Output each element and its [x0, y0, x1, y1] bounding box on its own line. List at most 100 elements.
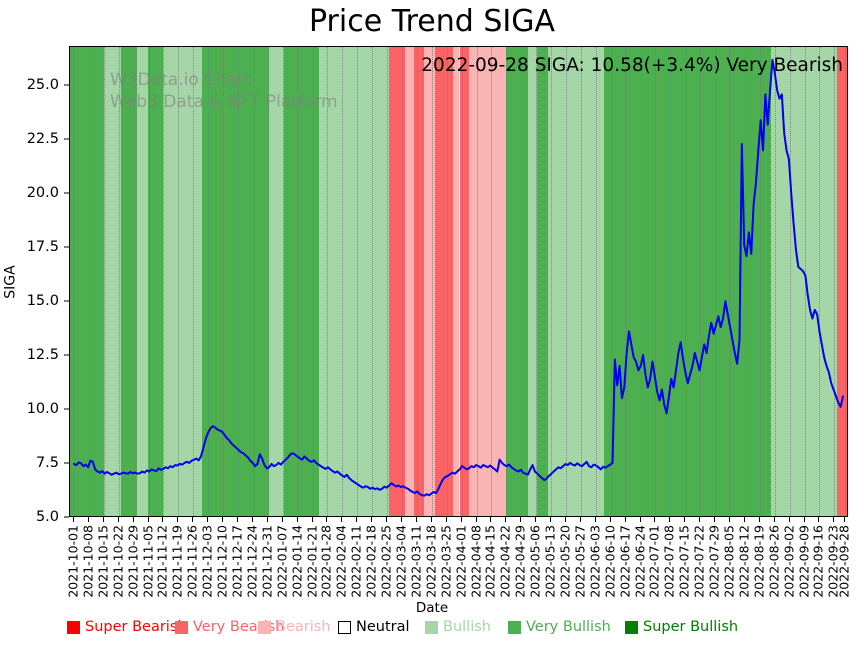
x-tick-mark: [758, 517, 760, 522]
x-tick-label: 2022-03-11: [408, 525, 424, 598]
grid-line: [74, 47, 75, 516]
legend-swatch-icon: [508, 620, 521, 634]
sentiment-band: [136, 47, 148, 516]
grid-line: [640, 47, 642, 516]
x-tick-label: 2021-11-05: [140, 525, 156, 598]
x-tick-label: 2022-08-05: [721, 525, 737, 598]
legend-item[interactable]: Bearish: [258, 619, 331, 635]
sentiment-band: [268, 47, 285, 516]
x-tick-label: 2022-04-01: [453, 525, 469, 598]
x-tick-label: 2022-06-24: [632, 525, 648, 598]
x-tick-mark: [251, 517, 253, 522]
x-tick-label: 2022-09-02: [781, 525, 797, 598]
legend-label: Super Bullish: [643, 619, 739, 635]
legend-label: Neutral: [356, 619, 410, 635]
x-tick-label: 2022-08-26: [766, 525, 782, 598]
grid-line: [506, 47, 508, 516]
x-tick-mark: [386, 517, 388, 522]
legend-swatch-icon: [175, 620, 188, 634]
grid-line: [88, 47, 90, 516]
sentiment-band: [284, 47, 304, 516]
y-tick-mark: [64, 192, 69, 194]
price-polyline: [72, 58, 844, 497]
legend-item[interactable]: Bullish: [425, 619, 491, 635]
grid-line: [193, 47, 195, 516]
legend-swatch-icon: [67, 620, 80, 634]
x-tick-mark: [445, 517, 447, 522]
x-tick-label: 2022-02-18: [363, 525, 379, 598]
legend-label: Super Bearish: [85, 619, 187, 635]
x-tick-mark: [550, 517, 552, 522]
x-tick-mark: [773, 517, 775, 522]
grid-line: [297, 47, 299, 516]
grid-line: [819, 47, 821, 516]
x-tick-label: 2022-08-19: [751, 525, 767, 598]
y-tick-mark: [64, 516, 69, 518]
sentiment-band: [202, 47, 212, 516]
legend-item[interactable]: Super Bearish: [67, 619, 187, 635]
x-tick-mark: [594, 517, 596, 522]
sentiment-band: [79, 47, 105, 516]
grid-line: [610, 47, 612, 516]
x-tick-label: 2022-07-29: [706, 525, 722, 598]
grid-line: [387, 47, 389, 516]
x-tick-label: 2022-02-25: [378, 525, 394, 598]
x-tick-mark: [818, 517, 820, 522]
x-tick-label: 2022-03-04: [393, 525, 409, 598]
x-tick-mark: [430, 517, 432, 522]
x-tick-label: 2021-12-17: [229, 525, 245, 598]
x-tick-mark: [102, 517, 104, 522]
x-tick-mark: [73, 517, 74, 522]
x-tick-label: 2022-06-10: [602, 525, 618, 598]
x-tick-label: 2021-10-01: [65, 525, 81, 598]
sentiment-band: [121, 47, 137, 516]
x-tick-label: 2022-01-07: [274, 525, 290, 598]
sentiment-band: [434, 47, 454, 516]
y-tick-label: 15.0: [26, 292, 59, 309]
sentiment-band: [468, 47, 507, 516]
x-tick-mark: [117, 517, 119, 522]
x-tick-mark: [132, 517, 134, 522]
grid-line: [565, 47, 567, 516]
grid-line: [357, 47, 359, 516]
x-tick-mark: [833, 517, 835, 522]
x-tick-label: 2022-05-27: [572, 525, 588, 598]
legend-item[interactable]: Neutral: [338, 619, 410, 635]
x-tick-label: 2022-01-21: [304, 525, 320, 598]
x-tick-label: 2022-04-22: [497, 525, 513, 598]
grid-line: [700, 47, 702, 516]
grid-line: [178, 47, 180, 516]
y-tick-label: 7.5: [35, 454, 59, 471]
x-tick-label: 2022-05-13: [542, 525, 558, 598]
x-tick-label: 2021-10-15: [95, 525, 111, 598]
grid-line: [655, 47, 657, 516]
grid-line: [133, 47, 135, 516]
x-tick-mark: [281, 517, 283, 522]
x-tick-mark: [147, 517, 149, 522]
grid-line: [551, 47, 553, 516]
grid-line: [834, 47, 836, 516]
grid-line: [580, 47, 582, 516]
grid-line: [774, 47, 776, 516]
x-tick-mark: [222, 517, 224, 522]
sentiment-band: [662, 47, 694, 516]
legend-item[interactable]: Very Bullish: [508, 619, 611, 635]
grid-line: [237, 47, 239, 516]
sentiment-band: [389, 47, 405, 516]
x-tick-mark: [624, 517, 626, 522]
x-tick-label: 2022-07-22: [691, 525, 707, 598]
grid-line: [729, 47, 731, 516]
x-tick-mark: [714, 517, 716, 522]
x-tick-mark: [266, 517, 268, 522]
sentiment-band: [604, 47, 625, 516]
x-tick-mark: [654, 517, 656, 522]
legend-swatch-icon: [338, 620, 351, 634]
sentiment-band: [319, 47, 390, 516]
x-tick-mark: [490, 517, 492, 522]
x-tick-label: 2021-11-12: [154, 525, 170, 598]
x-tick-mark: [87, 517, 89, 522]
legend-item[interactable]: Super Bullish: [625, 619, 738, 635]
sentiment-band: [528, 47, 538, 516]
sentiment-band: [424, 47, 435, 516]
